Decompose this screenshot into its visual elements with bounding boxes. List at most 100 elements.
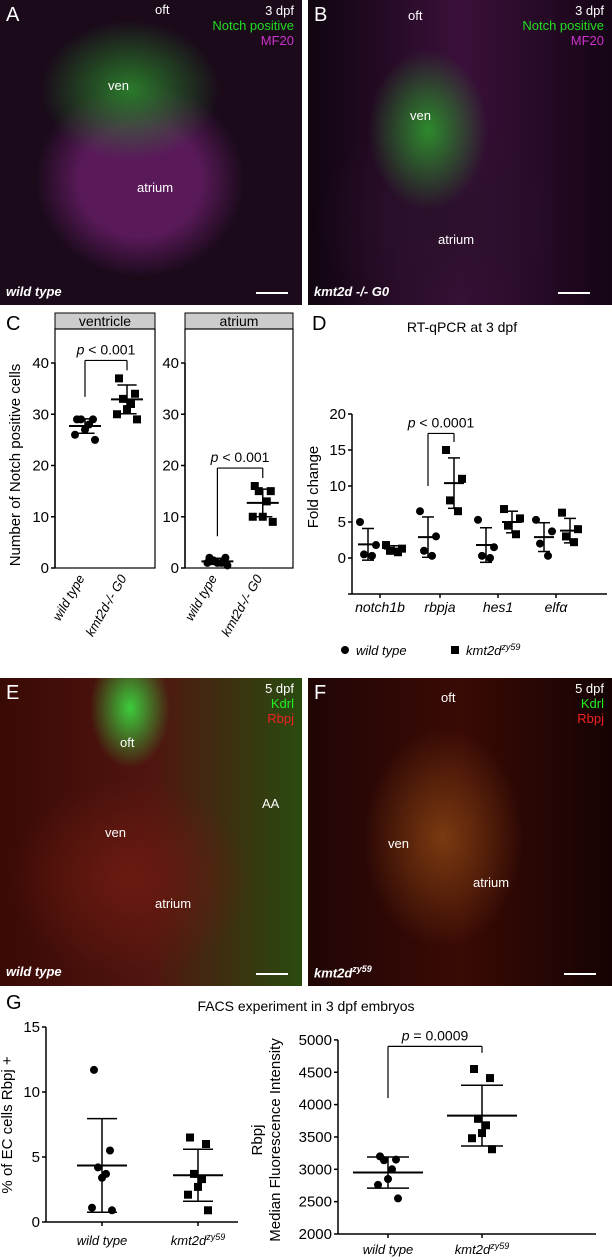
genotype-label: kmt2d -/- G0	[314, 284, 390, 299]
channel-label: MF20	[260, 33, 294, 48]
facet-frame	[54, 328, 156, 569]
data-point	[203, 558, 212, 567]
data-point	[184, 1190, 192, 1199]
y-tick-label: 0	[32, 1214, 40, 1231]
data-point	[108, 1206, 116, 1215]
ven-label: ven	[108, 78, 129, 93]
stage-label: 3 dpf	[575, 3, 604, 18]
scale-bar	[564, 973, 596, 975]
x-tick-label: kmt2d-/- G0	[218, 571, 266, 639]
data-point	[532, 515, 540, 524]
x-tick-label: elfα	[545, 599, 569, 615]
data-point	[470, 1065, 478, 1074]
data-point	[488, 1145, 496, 1154]
panel-letter: A	[6, 4, 20, 26]
genotype-label: wild type	[6, 284, 62, 299]
data-point	[482, 1121, 490, 1130]
data-point	[131, 389, 139, 398]
data-point	[486, 1074, 494, 1083]
x-tick-label: kmt2dzy59	[455, 1241, 509, 1257]
data-point	[382, 541, 390, 550]
genotype-label: wild type	[6, 964, 62, 979]
x-tick-label: wild type	[363, 1242, 414, 1257]
data-point	[536, 539, 544, 548]
data-point	[115, 374, 123, 383]
channel-label: Rbpj	[267, 711, 294, 726]
panel-letter: G	[6, 992, 22, 1014]
data-point	[512, 530, 520, 539]
data-point	[262, 497, 271, 506]
data-point	[516, 514, 524, 523]
x-tick-label: rbpja	[424, 599, 455, 615]
data-point	[388, 1165, 396, 1174]
data-point	[562, 532, 570, 541]
x-tick-label: wild type	[77, 1233, 128, 1248]
y-tick-label: 15	[329, 442, 346, 459]
data-point	[574, 525, 582, 534]
p-value-label: p < 0.001	[210, 449, 270, 465]
panel-letter: C	[6, 313, 21, 335]
p-value-label: p < 0.0001	[407, 414, 475, 430]
data-point	[558, 508, 566, 517]
y-tick-label: 2000	[299, 1226, 332, 1243]
x-tick-label: wild type	[49, 572, 87, 623]
y-axis-label: Fold change	[305, 446, 322, 529]
x-tick-label: wild type	[182, 572, 220, 623]
p-value-label: p = 0.0009	[401, 1027, 469, 1043]
data-point	[71, 430, 79, 439]
channel-label: Notch positive	[522, 18, 604, 33]
data-point	[420, 546, 428, 555]
channel-label: Kdrl	[580, 696, 604, 711]
data-point	[90, 1065, 98, 1074]
genotype-text: kmt2d	[314, 965, 353, 981]
data-point	[374, 1180, 382, 1189]
y-tick-label: 3500	[299, 1129, 332, 1146]
panel-letter: F	[314, 682, 327, 704]
data-point	[474, 515, 482, 524]
data-point	[250, 482, 259, 490]
data-point	[88, 1203, 96, 1212]
data-point	[544, 551, 552, 560]
x-tick-label: kmt2d-/- G0	[82, 571, 130, 639]
data-point	[468, 1134, 476, 1143]
data-point	[190, 1169, 198, 1178]
y-axis-label: Median Fluorescence Intensity	[267, 1038, 284, 1242]
scale-bar	[256, 973, 288, 975]
y-tick-label: 15	[23, 1019, 40, 1036]
data-point	[446, 496, 454, 505]
data-point	[500, 505, 508, 514]
y-tick-label: 4500	[299, 1064, 332, 1081]
micrograph-f: F 5 dpf Kdrl Rbpj oft ven atrium kmt2dzy…	[308, 678, 612, 986]
data-point	[394, 1194, 402, 1203]
micrograph-b: B 3 dpf Notch positive MF20 oft ven atri…	[308, 0, 612, 305]
channel-label: Kdrl	[270, 696, 294, 711]
y-tick-label: 40	[162, 355, 179, 372]
atrium-label: atrium	[473, 875, 510, 890]
stage-label: 5 dpf	[575, 681, 604, 696]
data-point	[356, 518, 364, 526]
y-tick-label: 20	[162, 458, 179, 475]
y-tick-label: 5	[32, 1149, 40, 1166]
x-tick-label: kmt2dzy59	[171, 1232, 225, 1248]
data-point	[198, 1175, 206, 1184]
data-point	[341, 646, 349, 654]
data-point	[202, 1140, 210, 1148]
y-tick-label: 0	[171, 560, 179, 577]
data-point	[504, 521, 512, 530]
y-axis-label: % of EC cells Rbpj +	[0, 1056, 16, 1193]
y-tick-label: 30	[162, 406, 179, 423]
scale-bar	[558, 292, 590, 294]
stage-label: 5 dpf	[265, 681, 294, 696]
y-tick-label: 5000	[299, 1032, 332, 1049]
y-tick-label: 40	[32, 355, 49, 372]
genotype-sup: zy59	[352, 964, 372, 974]
facet-label: ventricle	[79, 313, 131, 329]
panel-letter: D	[312, 313, 327, 335]
data-point	[478, 551, 486, 560]
x-tick-label: notch1b	[355, 599, 405, 615]
micrograph-a: A 3 dpf Notch positive MF20 oft ven atri…	[0, 0, 302, 305]
p-value-label: p < 0.001	[76, 341, 136, 357]
y-tick-label: 2500	[299, 1194, 332, 1211]
oft-label: oft	[408, 8, 423, 23]
